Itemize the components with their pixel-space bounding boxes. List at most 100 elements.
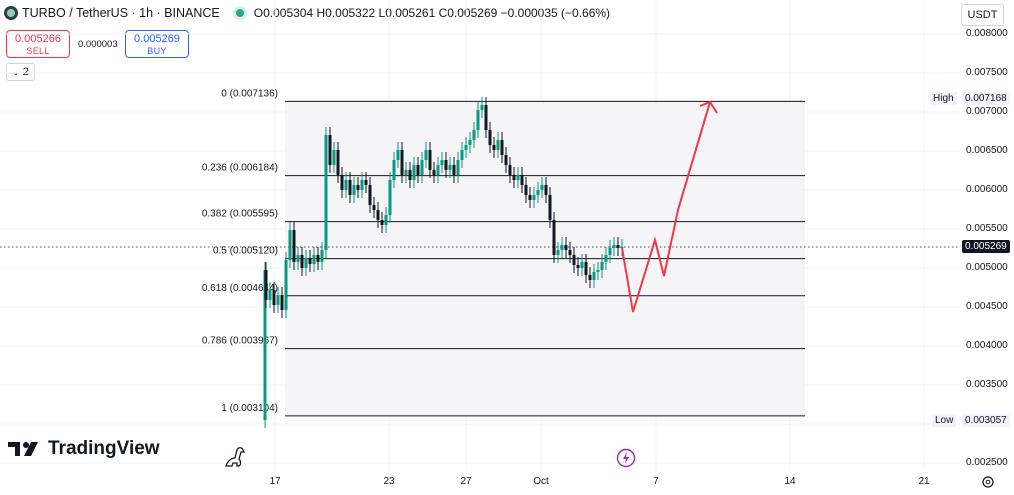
brand-name: TradingView	[48, 438, 160, 459]
candle-body	[396, 150, 400, 160]
ohlc-readout: O0.005304 H0.005322 L0.005261 C0.005269 …	[253, 6, 611, 20]
candle-body	[320, 250, 324, 262]
candle-body	[620, 247, 624, 248]
candle-body	[592, 272, 596, 280]
candle-body	[516, 175, 520, 180]
candle-body	[564, 245, 568, 250]
candle-body	[488, 130, 492, 145]
candle-body	[604, 255, 608, 262]
fib-level-label: 0.382 (0.005595)	[202, 209, 278, 220]
candle-body	[340, 175, 344, 190]
flash-event-icon[interactable]	[616, 448, 636, 468]
candle-body	[484, 105, 488, 130]
candle-body	[420, 160, 424, 175]
sell-button[interactable]: 0.005266 SELL	[6, 30, 70, 58]
candle-body	[388, 180, 392, 215]
candle-body	[424, 150, 428, 160]
candle-body	[532, 195, 536, 200]
candle-body	[376, 210, 380, 220]
candle-body	[596, 270, 600, 272]
candle-body	[472, 130, 476, 140]
candle-body	[492, 145, 496, 150]
candle-body	[324, 135, 328, 250]
price-tick-label: 0.004000	[966, 340, 1008, 351]
symbol-logo-icon	[4, 6, 18, 20]
candle-body	[520, 175, 524, 185]
dino-icon[interactable]	[222, 444, 248, 470]
buy-button[interactable]: 0.005269 BUY	[125, 30, 189, 58]
candle-body	[540, 185, 544, 190]
candle-body	[616, 245, 620, 248]
tradingview-logo[interactable]: TradingView	[8, 438, 160, 460]
candle-body	[276, 295, 280, 305]
candle-body	[504, 155, 508, 165]
buy-label: BUY	[147, 46, 167, 56]
candle-body	[360, 180, 364, 190]
price-axis[interactable]: 0.008000 0.007500 0.007000 0.006500 0.006000…	[960, 0, 1014, 470]
fib-level-label: 0.618 (0.004644)	[202, 283, 278, 294]
market-open-icon	[235, 9, 244, 17]
candle-body	[572, 255, 576, 265]
time-tick-label: 7	[653, 476, 659, 487]
candle-body	[556, 250, 560, 255]
price-tick-label: 0.004500	[966, 301, 1008, 312]
candle-body	[352, 185, 356, 195]
candle-body	[508, 165, 512, 175]
candle-body	[568, 250, 572, 255]
candle-body	[444, 160, 448, 170]
candle-body	[544, 185, 548, 195]
projection-arrowhead	[699, 100, 718, 114]
time-tick-label: 23	[383, 476, 395, 487]
fib-level-label: 0.236 (0.006184)	[202, 163, 278, 174]
time-tick-label: Oct	[533, 476, 549, 487]
candle-body	[480, 105, 484, 110]
candle-body	[288, 230, 292, 260]
current-price-tag: 0.005269	[962, 240, 1010, 253]
fib-retracement[interactable]: 0 (0.007136) 0.236 (0.006184) 0.382 (0.005…	[202, 88, 805, 417]
sell-label: SELL	[26, 46, 50, 56]
candle-body	[348, 180, 352, 195]
candle-body	[296, 255, 300, 262]
candle-body	[400, 150, 404, 175]
currency-select[interactable]: USDT	[961, 4, 1004, 26]
candle-body	[440, 160, 444, 165]
candle-body	[584, 262, 588, 275]
fib-zone	[285, 101, 805, 415]
candle-body	[436, 165, 440, 175]
high-label: High	[930, 92, 957, 105]
candle-body	[392, 160, 396, 180]
indicators-toggle-button[interactable]: ⌄ 2	[6, 63, 35, 81]
candle-body	[536, 190, 540, 195]
candle-body	[552, 220, 556, 255]
candle-body	[308, 258, 312, 264]
candle-body	[576, 265, 580, 268]
candle-body	[496, 140, 500, 150]
candle-body	[316, 255, 320, 262]
settings-gear-icon[interactable]	[980, 474, 996, 490]
candle-body	[512, 175, 516, 180]
candles	[263, 97, 624, 428]
candle-body	[368, 185, 372, 205]
price-tick-label: 0.005500	[966, 223, 1008, 234]
candle-body	[464, 145, 468, 150]
sell-price: 0.005266	[15, 33, 61, 45]
candle-body	[328, 135, 332, 165]
candle-body	[332, 150, 336, 165]
candle-body	[380, 220, 384, 225]
buy-price: 0.005269	[134, 33, 180, 45]
candle-body	[412, 165, 416, 180]
candle-body	[456, 160, 460, 175]
time-tick-label: 14	[784, 476, 796, 487]
time-axis[interactable]: 17 23 27 Oct 7 14 21	[0, 470, 960, 495]
tradingview-logo-icon	[8, 442, 38, 456]
projection-path[interactable]	[621, 101, 711, 313]
fib-level-label: 0.5 (0.005120)	[213, 246, 278, 257]
price-tick-label: 0.006500	[966, 145, 1008, 156]
symbol-title[interactable]: TURBO / TetherUS · 1h · BINANCE	[22, 6, 220, 20]
candle-body	[416, 165, 420, 175]
candle-body	[356, 185, 360, 190]
candle-body	[284, 260, 288, 310]
indicators-count: 2	[22, 66, 29, 78]
candle-body	[452, 165, 456, 175]
